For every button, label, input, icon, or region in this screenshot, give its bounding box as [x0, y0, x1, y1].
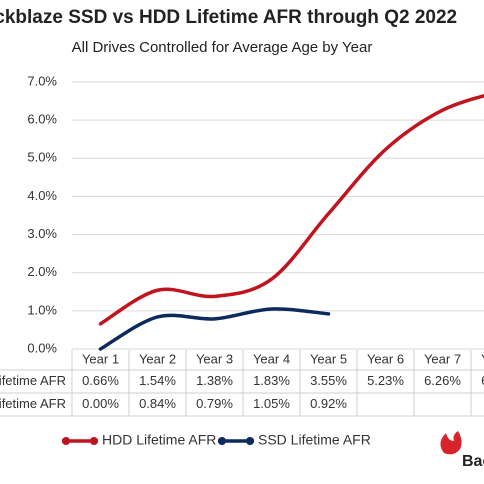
brand: Backblaze [462, 453, 484, 470]
x-tick-label: Year 6 [367, 351, 404, 366]
legend-label: HDD Lifetime AFR [102, 432, 216, 448]
row-label: SSD Lifetime AFR [0, 396, 66, 411]
chart-title: Backblaze SSD vs HDD Lifetime AFR throug… [0, 7, 457, 28]
x-tick-label: Year 8 [481, 351, 484, 366]
x-tick-label: Year 2 [139, 351, 176, 366]
series-line [98, 307, 331, 351]
data-label: 5.23% [367, 373, 404, 388]
x-tick-label: Year 3 [196, 351, 233, 366]
data-label: 0.00% [82, 396, 119, 411]
legend-marker [218, 437, 226, 445]
y-tick-label: 6.0% [27, 112, 57, 127]
y-tick-label: 7.0% [27, 73, 57, 88]
legend-marker [246, 437, 254, 445]
y-tick-label: 2.0% [27, 264, 57, 279]
logo-icon [440, 431, 462, 455]
row-label: HDD Lifetime AFR [0, 373, 66, 388]
y-tick-label: 5.0% [27, 150, 57, 165]
legend-label: SSD Lifetime AFR [258, 432, 371, 448]
data-label: 0.66% [82, 373, 119, 388]
data-label: 0.92% [310, 396, 347, 411]
data-label: 0.84% [139, 396, 176, 411]
legend-marker [90, 437, 98, 445]
x-tick-label: Year 1 [82, 351, 119, 366]
x-tick-label: Year 5 [310, 351, 347, 366]
data-label: 1.38% [196, 373, 233, 388]
legend-marker [62, 437, 70, 445]
data-label: 1.54% [139, 373, 176, 388]
data-label: 6.75% [481, 373, 484, 388]
x-tick-label: Year 7 [424, 351, 461, 366]
y-tick-label: 0.0% [27, 340, 57, 355]
data-label: 1.83% [253, 373, 290, 388]
data-label: 0.79% [196, 396, 233, 411]
data-label: 1.05% [253, 396, 290, 411]
series-line [98, 94, 484, 326]
y-tick-label: 1.0% [27, 302, 57, 317]
chart-subtitle: All Drives Controlled for Average Age by… [72, 39, 373, 56]
data-label: 6.26% [424, 373, 461, 388]
y-tick-label: 4.0% [27, 188, 57, 203]
y-tick-label: 3.0% [27, 226, 57, 241]
data-label: 3.55% [310, 373, 347, 388]
x-tick-label: Year 4 [253, 351, 290, 366]
